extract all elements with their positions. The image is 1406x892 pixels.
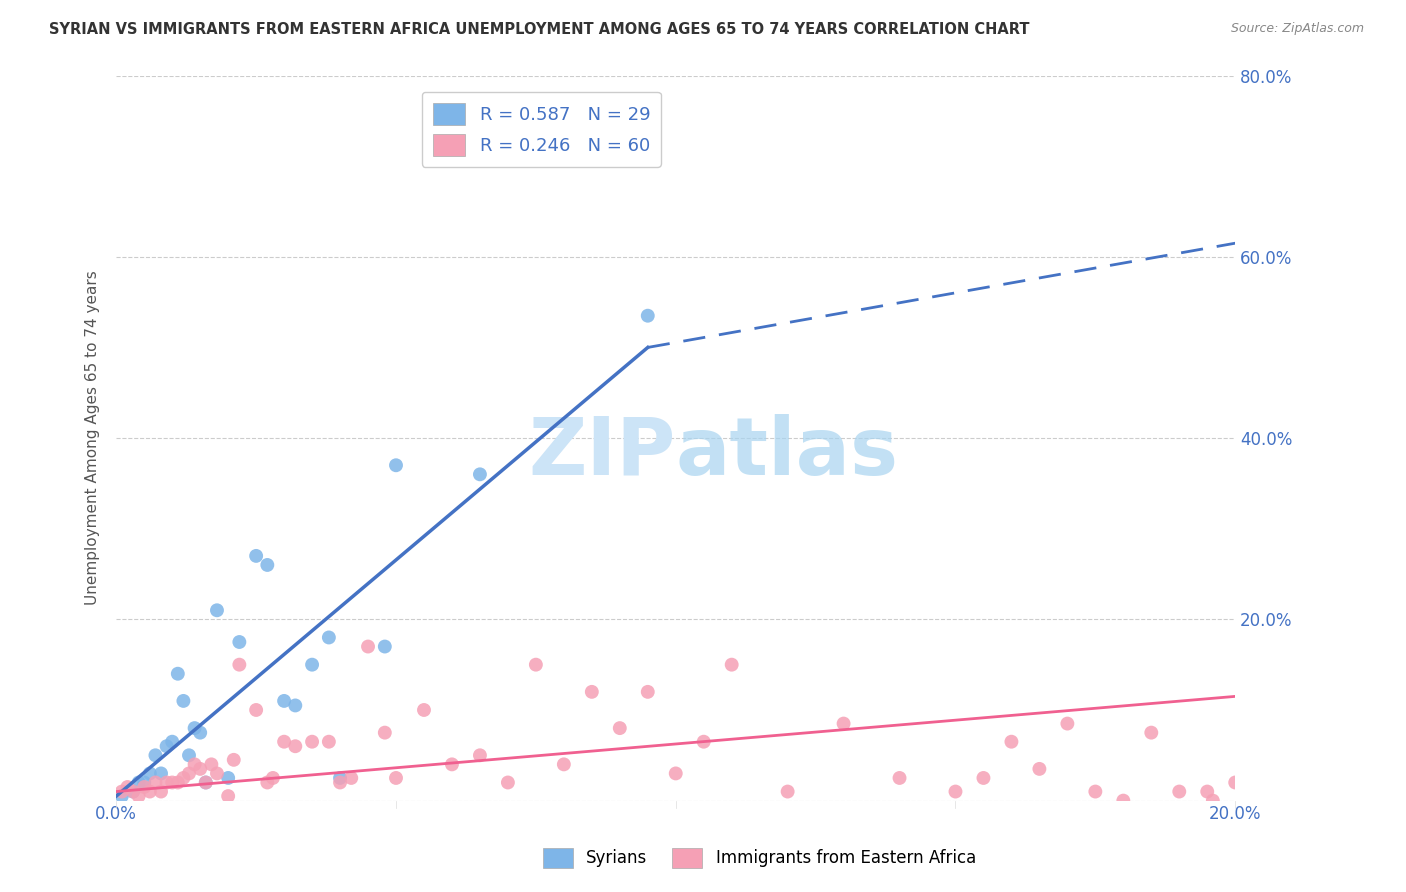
Point [637,309,659,323]
Point [150,784,173,798]
Point [134,780,156,794]
Point [1028,762,1050,776]
Point [318,735,340,749]
Point [177,748,200,763]
Point [256,558,278,572]
Point [156,739,179,754]
Point [228,657,250,672]
Point [440,757,463,772]
Point [1000,735,1022,749]
Point [188,725,211,739]
Point [1197,784,1219,798]
Point [273,694,295,708]
Point [122,784,145,798]
Point [374,640,396,654]
Point [128,789,150,803]
Point [262,771,284,785]
Point [284,739,307,754]
Point [139,766,162,780]
Point [665,766,688,780]
Point [945,784,967,798]
Point [776,784,799,798]
Point [581,685,603,699]
Point [111,784,134,798]
Point [329,775,352,789]
Point [1084,784,1107,798]
Point [117,780,139,794]
Point [340,771,363,785]
Point [245,703,267,717]
Point [609,721,631,735]
Point [160,735,183,749]
Point [385,771,408,785]
Point [1168,784,1191,798]
Point [217,789,239,803]
Point [134,775,156,789]
Point [160,775,183,789]
Text: atlas: atlas [676,414,898,491]
Point [972,771,994,785]
Point [496,775,519,789]
Point [111,789,134,803]
Point [889,771,911,785]
Point [357,640,380,654]
Point [172,694,194,708]
Point [720,657,742,672]
Legend: Syrians, Immigrants from Eastern Africa: Syrians, Immigrants from Eastern Africa [536,841,983,875]
Point [693,735,716,749]
Point [284,698,307,713]
Point [385,458,408,473]
Point [374,725,396,739]
Point [553,757,575,772]
Point [150,766,173,780]
Point [205,766,228,780]
Point [413,703,436,717]
Point [222,753,245,767]
Point [468,748,491,763]
Point [637,685,659,699]
Point [1112,794,1135,808]
Point [183,757,205,772]
Point [301,735,323,749]
Point [329,771,352,785]
Point [524,657,547,672]
Point [194,775,217,789]
Text: Source: ZipAtlas.com: Source: ZipAtlas.com [1230,22,1364,36]
Point [1225,775,1247,789]
Point [468,467,491,482]
Legend: R = 0.587   N = 29, R = 0.246   N = 60: R = 0.587 N = 29, R = 0.246 N = 60 [422,92,661,167]
Point [1202,794,1225,808]
Point [1056,716,1078,731]
Point [128,775,150,789]
Point [139,784,162,798]
Text: ZIP: ZIP [529,414,676,491]
Point [318,631,340,645]
Point [256,775,278,789]
Text: SYRIAN VS IMMIGRANTS FROM EASTERN AFRICA UNEMPLOYMENT AMONG AGES 65 TO 74 YEARS : SYRIAN VS IMMIGRANTS FROM EASTERN AFRICA… [49,22,1029,37]
Point [217,771,239,785]
Point [177,766,200,780]
Point [122,784,145,798]
Point [205,603,228,617]
Point [188,762,211,776]
Y-axis label: Unemployment Among Ages 65 to 74 years: Unemployment Among Ages 65 to 74 years [86,270,100,606]
Point [832,716,855,731]
Point [301,657,323,672]
Point [166,775,188,789]
Point [273,735,295,749]
Point [200,757,222,772]
Point [183,721,205,735]
Point [145,775,167,789]
Point [1140,725,1163,739]
Point [156,775,179,789]
Point [245,549,267,563]
Point [172,771,194,785]
Point [194,775,217,789]
Point [166,666,188,681]
Point [228,635,250,649]
Point [145,748,167,763]
